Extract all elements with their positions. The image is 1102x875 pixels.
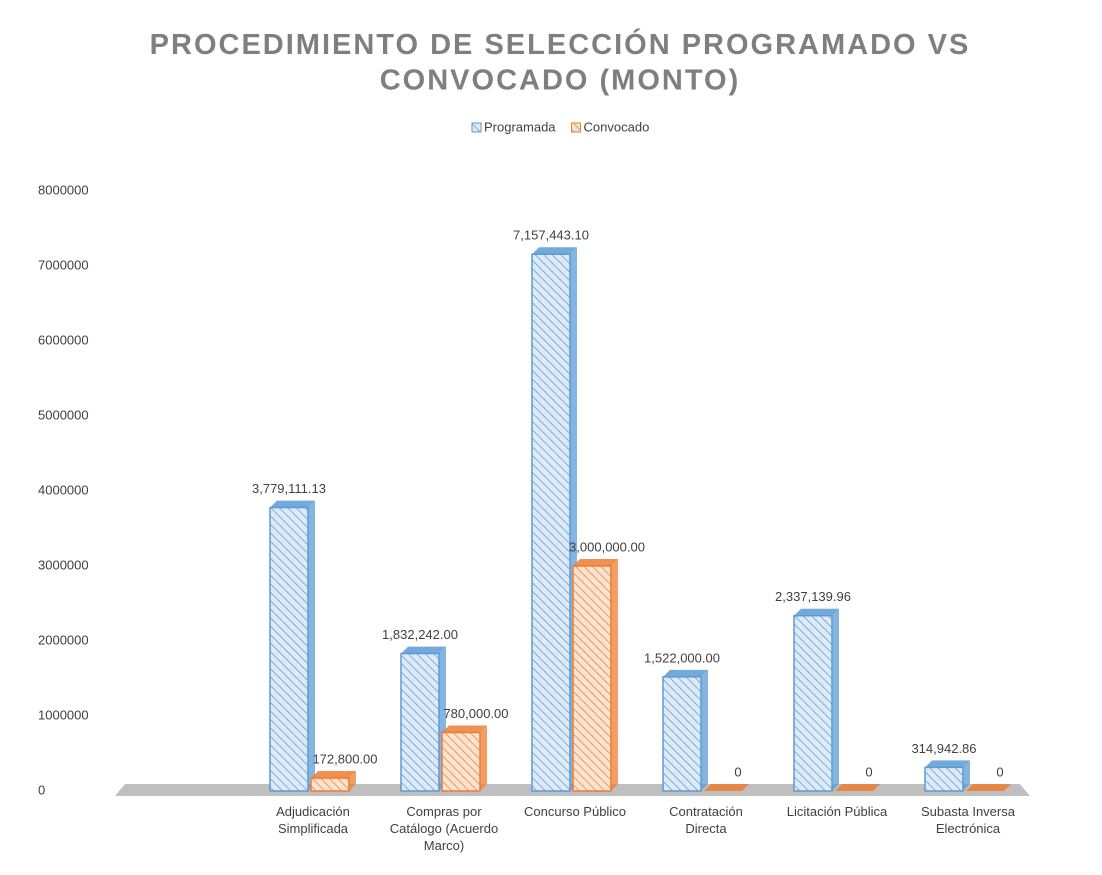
- data-label: 780,000.00: [443, 706, 508, 721]
- data-label: 0: [734, 764, 741, 779]
- x-tick-label: Compras por Catálogo (Acuerdo Marco): [389, 804, 499, 853]
- bar: [269, 506, 309, 792]
- bar-side: [611, 559, 618, 791]
- data-label: 3,000,000.00: [569, 539, 645, 554]
- data-label: 172,800.00: [312, 751, 377, 766]
- bar-top: [270, 500, 315, 508]
- y-tick-label: 8000000: [38, 182, 89, 197]
- legend-swatch: [571, 122, 582, 133]
- bar-side: [832, 608, 839, 791]
- y-tick-label: 3000000: [38, 557, 89, 572]
- bar: [924, 766, 964, 792]
- bar: [310, 777, 350, 792]
- data-label: 0: [865, 764, 872, 779]
- y-tick-label: 7000000: [38, 257, 89, 272]
- bar: [441, 731, 481, 792]
- y-tick-label: 2000000: [38, 632, 89, 647]
- x-tick-label: Subasta Inversa Electrónica: [921, 804, 1015, 836]
- bar-top: [704, 784, 749, 791]
- x-tick-label: Contratación Directa: [669, 804, 743, 836]
- x-tick-label: Concurso Público: [524, 804, 626, 819]
- legend-label: Programada: [484, 119, 556, 134]
- bar-top: [835, 784, 880, 791]
- data-label: 2,337,139.96: [775, 589, 851, 604]
- bar: [793, 614, 833, 792]
- bar-side: [308, 500, 315, 791]
- bar-top: [532, 247, 577, 255]
- bar: [400, 652, 440, 792]
- data-label: 314,942.86: [911, 741, 976, 756]
- bar-top: [442, 725, 487, 733]
- data-label: 3,779,111.13: [252, 481, 326, 496]
- data-label: 1,832,242.00: [382, 627, 458, 642]
- x-tick-label: Licitación Pública: [786, 804, 888, 819]
- y-tick-label: 0: [38, 782, 45, 797]
- legend-label: Convocado: [584, 119, 650, 134]
- legend-swatch: [471, 122, 482, 133]
- bar-top: [794, 608, 839, 616]
- y-tick-label: 4000000: [38, 482, 89, 497]
- bar: [572, 565, 612, 792]
- x-tick-label: Adjudicación Simplificada: [276, 804, 350, 836]
- bar-side: [963, 760, 970, 791]
- bar-top: [925, 760, 970, 768]
- y-tick-label: 6000000: [38, 332, 89, 347]
- bar-top: [311, 771, 356, 779]
- bar-top: [401, 646, 446, 654]
- title-text: PROCEDIMIENTO DE SELECCIÓN PROGRAMADO VS: [150, 27, 971, 61]
- data-label: 0: [996, 764, 1003, 779]
- data-label: 1,522,000.00: [644, 650, 720, 665]
- bar-top: [573, 559, 618, 566]
- bar: [662, 676, 702, 792]
- bar: [531, 253, 571, 792]
- data-label: 7,157,443.10: [513, 228, 589, 243]
- bar-side: [701, 669, 708, 791]
- y-tick-label: 5000000: [38, 407, 89, 422]
- bar-side: [349, 771, 356, 791]
- chart-title: PROCEDIMIENTO DE SELECCIÓN PROGRAMADO VS: [150, 27, 971, 61]
- chart-title: CONVOCADO (MONTO): [380, 65, 741, 97]
- bar-top: [663, 669, 708, 677]
- bar-side: [480, 725, 487, 791]
- bar-top: [966, 784, 1011, 791]
- y-tick-label: 1000000: [38, 707, 89, 722]
